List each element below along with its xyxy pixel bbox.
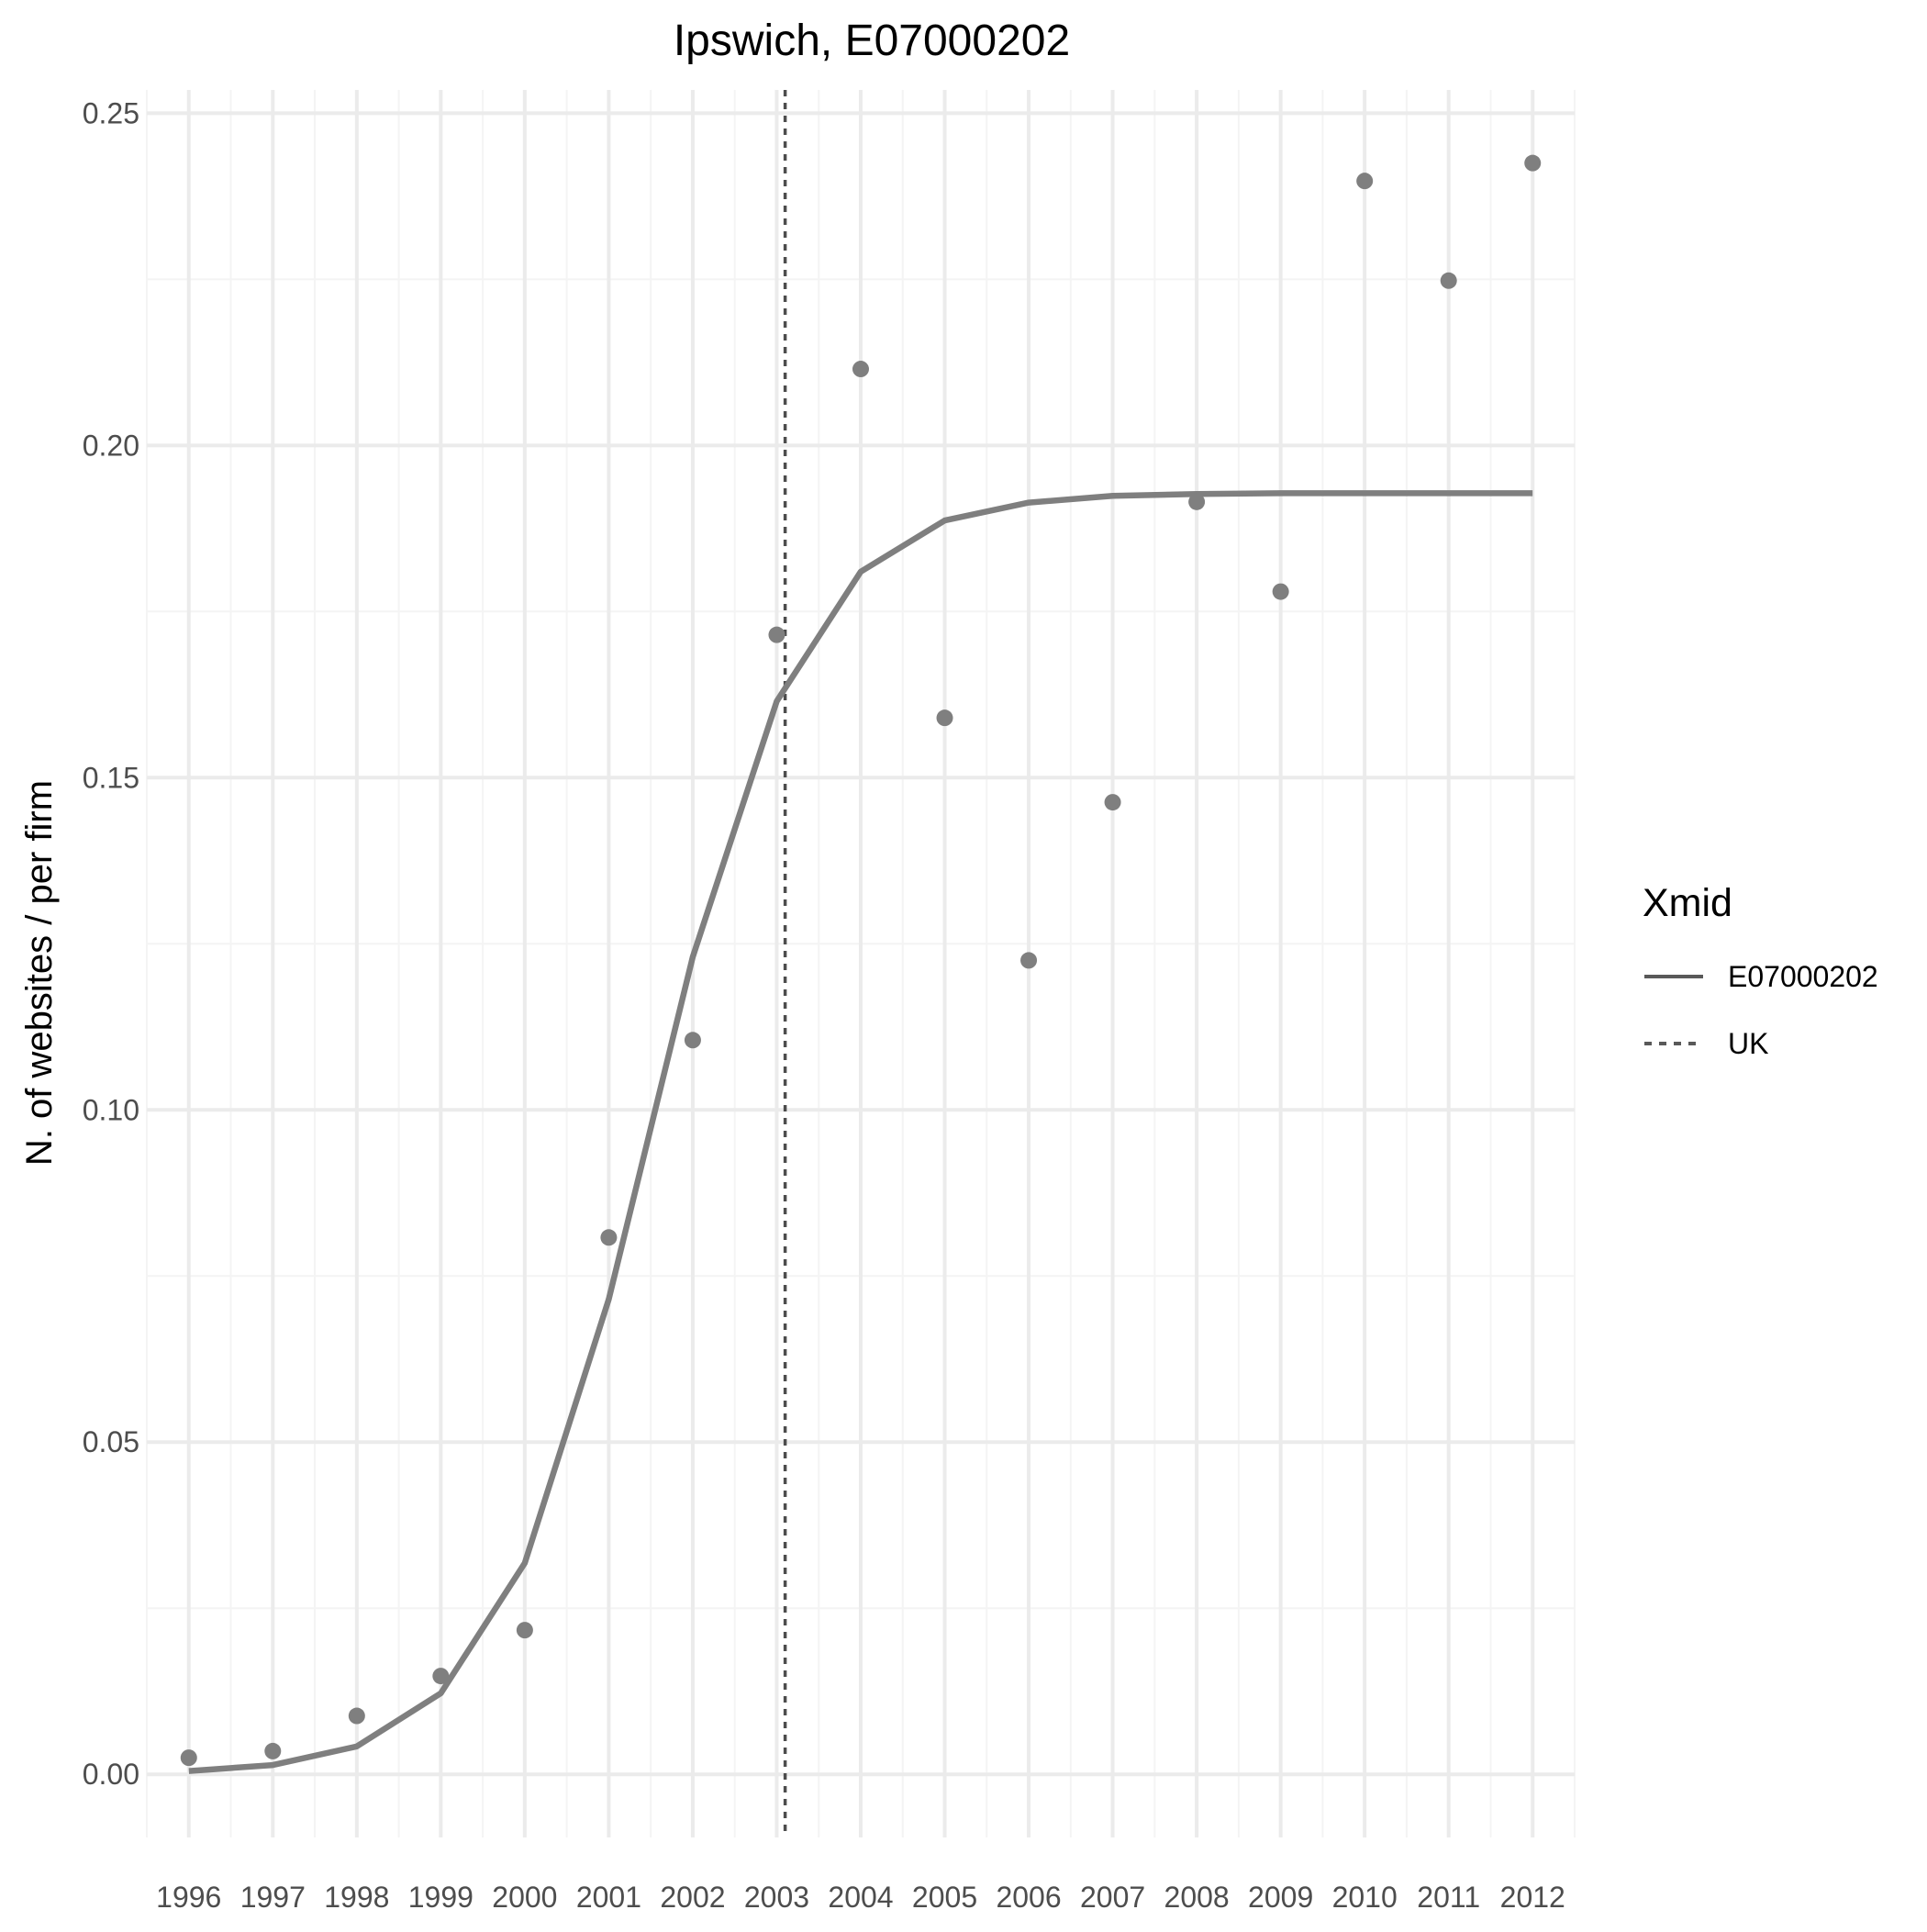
data-point xyxy=(180,1749,197,1767)
legend-label-uk: UK xyxy=(1728,1027,1768,1060)
data-point xyxy=(432,1668,450,1685)
x-tick-label: 1997 xyxy=(240,1881,306,1914)
data-point xyxy=(1020,952,1038,969)
y-tick-label: 0.05 xyxy=(83,1425,139,1458)
data-point xyxy=(936,709,953,727)
data-point xyxy=(1272,583,1289,600)
x-tick-label: 1999 xyxy=(408,1881,473,1914)
y-tick-label: 0.10 xyxy=(83,1093,139,1126)
fitted-line-e07000202 xyxy=(188,490,1533,1774)
y-axis-label: N. of websites / per firm xyxy=(19,780,60,1166)
data-point xyxy=(1524,154,1542,172)
x-tick-label: 2009 xyxy=(1248,1881,1313,1914)
chart-title: Ipswich, E07000202 xyxy=(674,17,1070,65)
x-tick-label: 1996 xyxy=(156,1881,221,1914)
x-tick-label: 2008 xyxy=(1164,1881,1230,1914)
data-point xyxy=(1188,493,1206,510)
x-tick-label: 2012 xyxy=(1500,1881,1565,1914)
fitted-line-layer xyxy=(188,490,1533,1774)
data-point xyxy=(1104,794,1121,811)
legend: Xmid E07000202 UK xyxy=(1643,881,1878,1060)
data-point xyxy=(1440,272,1457,289)
y-axis-tick-labels: 0.00 0.05 0.10 0.15 0.20 0.25 xyxy=(83,96,139,1791)
major-gridlines xyxy=(147,90,1575,1837)
data-point xyxy=(768,626,785,643)
x-tick-label: 2010 xyxy=(1332,1881,1398,1914)
data-point xyxy=(516,1622,533,1639)
data-points-layer xyxy=(180,154,1542,1767)
data-point xyxy=(264,1742,282,1759)
x-tick-label: 1998 xyxy=(324,1881,389,1914)
data-point xyxy=(600,1229,618,1246)
data-point xyxy=(684,1032,701,1049)
x-tick-label: 2006 xyxy=(996,1881,1061,1914)
y-tick-label: 0.20 xyxy=(83,429,139,462)
x-tick-label: 2004 xyxy=(828,1881,893,1914)
data-point xyxy=(348,1707,365,1725)
x-tick-label: 2000 xyxy=(492,1881,557,1914)
minor-gridlines xyxy=(146,90,1576,1837)
x-tick-label: 2007 xyxy=(1080,1881,1145,1914)
y-tick-label: 0.25 xyxy=(83,96,139,129)
x-tick-label: 2003 xyxy=(744,1881,809,1914)
x-tick-label: 2001 xyxy=(576,1881,641,1914)
y-tick-label: 0.15 xyxy=(83,761,139,794)
legend-title: Xmid xyxy=(1643,881,1732,925)
x-tick-label: 2011 xyxy=(1417,1881,1480,1914)
data-point xyxy=(852,361,869,378)
data-point xyxy=(1356,173,1374,190)
y-tick-label: 0.00 xyxy=(83,1758,139,1791)
x-axis-tick-labels: 1996 1997 1998 1999 2000 2001 2002 2003 2004 2005… xyxy=(156,1881,1565,1914)
x-tick-label: 2002 xyxy=(660,1881,725,1914)
legend-label-e07000202: E07000202 xyxy=(1728,960,1878,993)
x-tick-label: 2005 xyxy=(912,1881,977,1914)
